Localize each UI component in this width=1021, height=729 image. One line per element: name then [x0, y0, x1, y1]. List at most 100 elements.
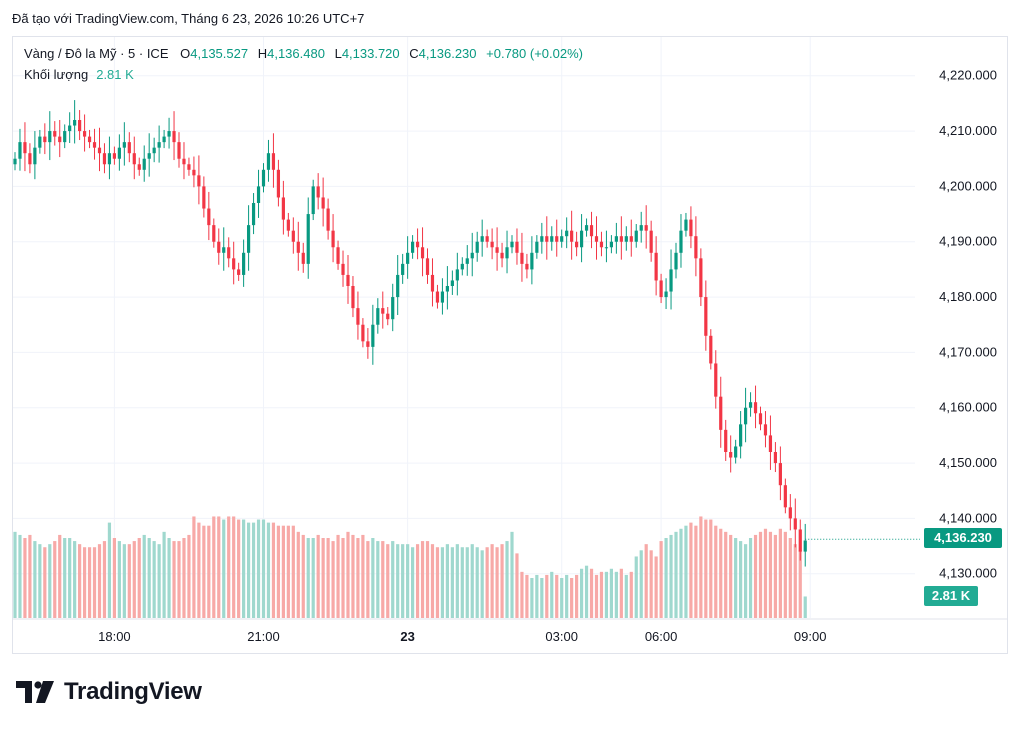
candle-body [58, 136, 62, 143]
volume-bar [664, 538, 668, 618]
volume-bar [167, 538, 171, 618]
volume-bar [172, 541, 176, 618]
volume-bar [102, 541, 107, 618]
candle-body [803, 540, 807, 552]
candle-body [768, 435, 773, 452]
volume-bar [361, 534, 365, 618]
candle-body [714, 363, 718, 397]
candle-body [758, 413, 763, 425]
volume-bar [709, 519, 713, 618]
volume-bar [63, 538, 67, 618]
candle-body [599, 241, 604, 248]
volume-bar [773, 534, 778, 618]
volume-bar [82, 547, 87, 618]
volume-bar [684, 525, 688, 618]
low-value: 4,133.720 [341, 46, 400, 61]
volume-bar [261, 519, 266, 618]
candle-body [371, 324, 375, 347]
candle-body [202, 186, 206, 209]
candle-body [729, 452, 733, 458]
volume-bar [232, 516, 236, 618]
volume-bar [316, 534, 320, 618]
candle-body [276, 169, 281, 198]
volume-bar [246, 522, 251, 618]
candle-body [281, 197, 285, 220]
candle-body [97, 147, 102, 154]
candle-body [261, 169, 266, 187]
candle-body [222, 247, 226, 253]
candle-body [748, 402, 753, 408]
candle-body [326, 208, 330, 231]
y-tick-label: 4,180.000 [939, 289, 997, 304]
volume-bar [480, 550, 484, 618]
candle-body [112, 153, 116, 159]
candle-body [316, 186, 320, 198]
candle-body [594, 236, 599, 242]
x-tick-label: 18:00 [98, 629, 131, 644]
candle-body [485, 236, 489, 242]
candle-body [28, 153, 32, 165]
volume-value: 2.81 K [96, 67, 134, 82]
volume-bar [788, 538, 792, 618]
candle-body [82, 131, 87, 137]
candle-body [788, 507, 792, 519]
volume-bar [634, 556, 638, 618]
volume-bar [33, 541, 37, 618]
volume-bar [107, 522, 112, 618]
volume-bar [555, 574, 559, 618]
volume-bar [73, 541, 77, 618]
volume-bar [425, 541, 430, 618]
volume-bar [251, 522, 256, 618]
candle-body [589, 225, 594, 237]
volume-bar [594, 574, 599, 618]
volume-bar [411, 547, 415, 618]
candle-body [734, 446, 738, 458]
candle-body [510, 241, 514, 248]
volume-bar [490, 544, 494, 618]
candle-body [505, 247, 509, 259]
candle-body [699, 258, 703, 298]
volume-bar [560, 578, 564, 618]
candle-body [127, 142, 131, 154]
candle-body [18, 142, 22, 159]
y-tick-label: 4,200.000 [939, 178, 997, 193]
close-label: C [409, 46, 419, 61]
volume-bar [212, 516, 216, 618]
candle-body [172, 131, 176, 143]
volume-bar [445, 544, 449, 618]
volume-bar [306, 538, 310, 618]
volume-bar [142, 534, 146, 618]
volume-bar [753, 534, 758, 618]
volume-bar [803, 596, 807, 618]
volume-label: Khối lượng [24, 67, 89, 82]
volume-bar [301, 534, 305, 618]
volume-bar [659, 541, 663, 618]
candle-body [341, 263, 345, 275]
volume-bar [465, 547, 469, 618]
candle-body [411, 241, 415, 253]
volume-bar [266, 522, 271, 618]
volume-bar [351, 534, 355, 618]
candle-body [33, 147, 37, 165]
volume-bar [346, 531, 350, 618]
candle-body [490, 241, 494, 248]
candle-body [679, 230, 683, 253]
candle-body [743, 407, 748, 425]
candle-body [689, 219, 693, 237]
volume-bar [197, 522, 201, 618]
candle-body [624, 236, 628, 242]
volume-bar [629, 571, 633, 618]
candle-body [430, 274, 435, 292]
candle-body [157, 142, 161, 148]
candle-body [540, 236, 544, 242]
candle-body [232, 258, 236, 270]
volume-bar [227, 516, 231, 618]
candle-body [739, 424, 743, 447]
tradingview-logo[interactable]: TradingView [16, 678, 202, 706]
volume-bar [177, 541, 181, 618]
volume-bar [207, 525, 211, 618]
volume-bar [296, 531, 300, 618]
volume-bar [520, 571, 524, 618]
candle-body [92, 142, 97, 148]
